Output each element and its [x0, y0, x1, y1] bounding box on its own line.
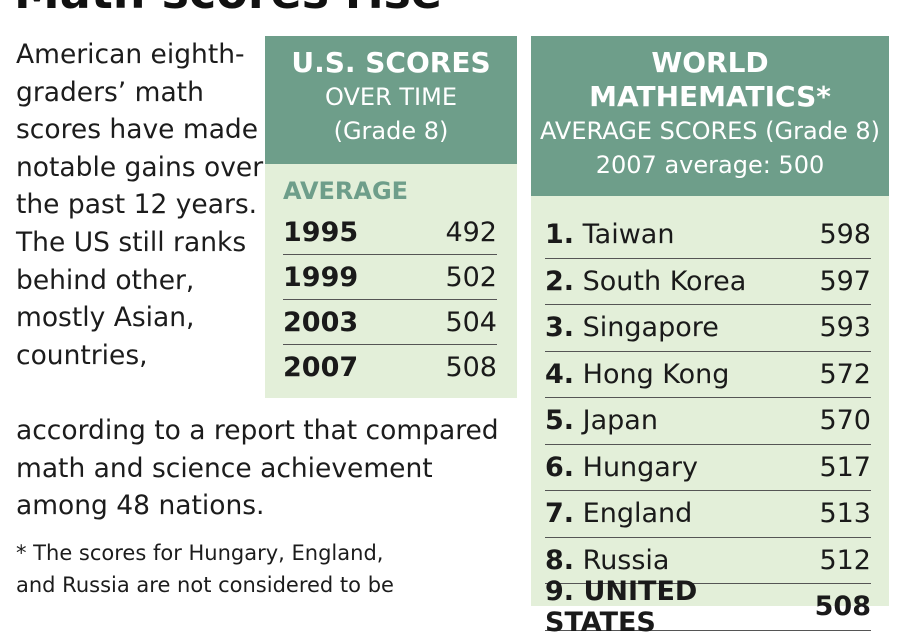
- score-cell: 517: [819, 451, 871, 483]
- score-cell: 572: [819, 358, 871, 390]
- country-cell: 5. Japan: [545, 405, 658, 436]
- score-cell: 597: [819, 265, 871, 297]
- score-cell: 593: [819, 312, 871, 344]
- world-score-row: 7. England 513: [545, 491, 871, 538]
- country-cell: 6. Hungary: [545, 452, 698, 483]
- score-cell: 513: [819, 498, 871, 530]
- country-cell: 2. South Korea: [545, 266, 746, 297]
- world-score-row: 2. South Korea 597: [545, 259, 871, 305]
- us-scores-table: 1995 492 1999 502 2003 504 2007 508: [283, 210, 497, 389]
- rank-cell: 7.: [545, 498, 575, 530]
- world-score-row: 8. Russia 512: [545, 538, 871, 584]
- footnote-line-2: and Russia are not considered to be: [16, 573, 394, 597]
- us-score-row: 1999 502: [283, 255, 497, 300]
- us-scores-panel: U.S. SCORES OVER TIME (Grade 8) AVERAGE …: [265, 36, 517, 398]
- us-scores-subtitle: OVER TIME: [325, 83, 457, 111]
- world-score-row: 1. Taiwan 598: [545, 212, 871, 259]
- rank-cell: 4.: [545, 358, 575, 390]
- footnote-line-1: * The scores for Hungary, England,: [16, 541, 384, 565]
- country-cell: 8. Russia: [545, 545, 669, 576]
- rank-cell: 9.: [545, 575, 575, 607]
- country-name: England: [582, 498, 693, 530]
- year-cell: 1999: [283, 261, 359, 293]
- country-cell: 9. UNITED STATES: [545, 576, 815, 638]
- score-cell: 502: [445, 261, 497, 293]
- score-cell: 598: [819, 219, 871, 251]
- us-score-row: 2003 504: [283, 300, 497, 345]
- us-scores-title: U.S. SCORES: [291, 46, 491, 79]
- country-name: Taiwan: [582, 219, 675, 251]
- rank-cell: 1.: [545, 219, 575, 251]
- world-math-header: WORLD MATHEMATICS* AVERAGE SCORES (Grade…: [531, 36, 889, 196]
- headline: Math scores rise: [14, 0, 442, 15]
- rank-cell: 8.: [545, 544, 575, 576]
- world-score-row-united-states: 9. UNITED STATES 508: [545, 576, 871, 638]
- rank-cell: 5.: [545, 405, 575, 437]
- us-score-row: 2007 508: [283, 345, 497, 389]
- country-cell: 4. Hong Kong: [545, 359, 729, 390]
- score-cell: 504: [445, 306, 497, 338]
- country-name: Hungary: [582, 451, 698, 483]
- world-math-title-line-2: MATHEMATICS*: [589, 80, 831, 113]
- year-cell: 1995: [283, 216, 359, 248]
- us-scores-grade: (Grade 8): [333, 117, 449, 145]
- year-cell: 2003: [283, 306, 359, 338]
- country-cell: 7. England: [545, 498, 692, 529]
- world-scores-table: 1. Taiwan 598 2. South Korea 597 3. Sing…: [545, 212, 871, 638]
- world-score-row: 5. Japan 570: [545, 398, 871, 445]
- world-score-row: 3. Singapore 593: [545, 305, 871, 352]
- rank-cell: 2.: [545, 265, 575, 297]
- world-math-subtitle: AVERAGE SCORES (Grade 8): [540, 117, 880, 145]
- year-cell: 2007: [283, 351, 359, 383]
- world-average-note: 2007 average: 500: [595, 151, 825, 179]
- country-name: Japan: [582, 405, 658, 437]
- score-cell: 508: [445, 351, 497, 383]
- score-cell: 512: [819, 544, 871, 576]
- world-math-panel: WORLD MATHEMATICS* AVERAGE SCORES (Grade…: [531, 36, 889, 638]
- intro-text-continued: according to a report that compared math…: [16, 415, 499, 522]
- score-cell: 570: [819, 405, 871, 437]
- world-math-title-line-1: WORLD: [651, 46, 769, 79]
- world-score-row: 6. Hungary 517: [545, 445, 871, 491]
- average-label: AVERAGE: [283, 177, 409, 205]
- country-cell: 1. Taiwan: [545, 219, 674, 250]
- us-score-row: 1995 492: [283, 210, 497, 255]
- us-scores-header: U.S. SCORES OVER TIME (Grade 8): [265, 36, 517, 164]
- score-cell: 508: [814, 591, 871, 623]
- footnote: * The scores for Hungary, England, and R…: [16, 537, 526, 601]
- score-cell: 492: [445, 216, 497, 248]
- intro-text: American eighth-graders’ math scores hav…: [16, 39, 264, 371]
- country-name: Hong Kong: [582, 358, 730, 390]
- country-name: South Korea: [582, 265, 747, 297]
- world-score-row: 4. Hong Kong 572: [545, 352, 871, 398]
- country-cell: 3. Singapore: [545, 312, 719, 343]
- rank-cell: 3.: [545, 312, 575, 344]
- country-name: Singapore: [582, 312, 719, 344]
- country-name: Russia: [582, 544, 670, 576]
- rank-cell: 6.: [545, 451, 575, 483]
